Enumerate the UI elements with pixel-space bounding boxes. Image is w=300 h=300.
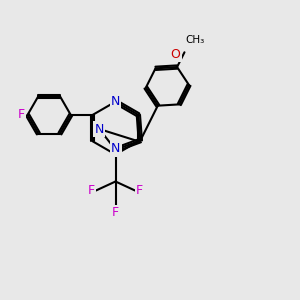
Text: F: F (112, 206, 119, 219)
Text: N: N (111, 142, 120, 155)
Text: F: F (136, 184, 143, 197)
Text: N: N (111, 95, 120, 108)
Text: CH₃: CH₃ (185, 35, 204, 45)
Text: N: N (94, 122, 104, 136)
Text: F: F (18, 108, 25, 122)
Text: O: O (171, 48, 181, 61)
Text: F: F (88, 184, 95, 197)
